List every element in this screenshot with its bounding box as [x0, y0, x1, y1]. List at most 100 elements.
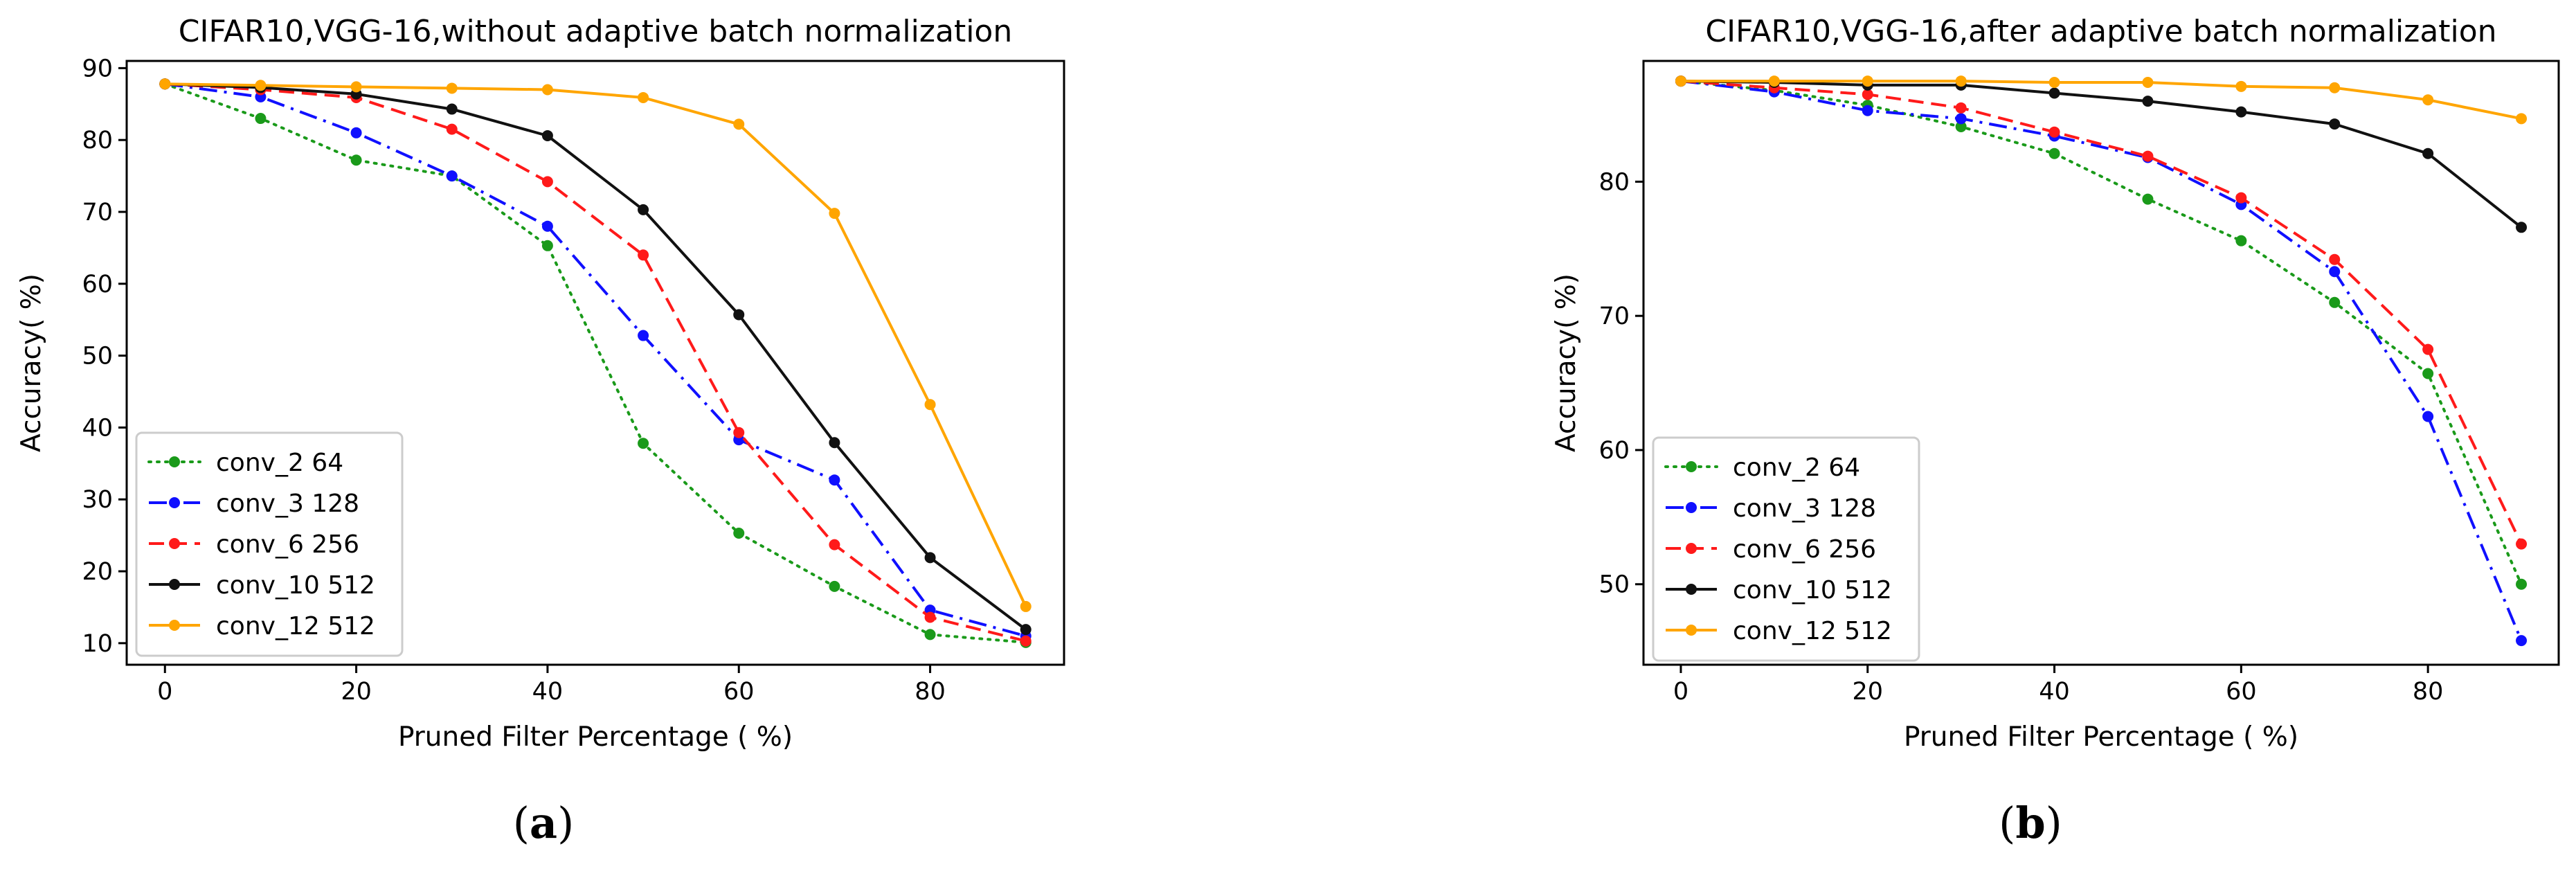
- legend-label: conv_6 256: [1733, 535, 1876, 564]
- legend-label: conv_3 128: [1733, 494, 1876, 523]
- data-point: [159, 78, 171, 90]
- data-point: [2516, 538, 2528, 550]
- y-tick-label: 50: [82, 343, 113, 370]
- data-point: [2235, 106, 2247, 118]
- data-point: [2329, 266, 2341, 278]
- x-tick-label: 20: [341, 678, 372, 706]
- legend-swatch-marker: [169, 497, 180, 508]
- data-point: [829, 580, 840, 592]
- legend-swatch-marker: [169, 620, 180, 631]
- legend-item: conv_3 128: [149, 490, 359, 518]
- panel-label: (b): [1999, 798, 2062, 848]
- data-point: [446, 123, 458, 135]
- legend-box: [1652, 436, 1920, 662]
- data-point: [255, 113, 267, 125]
- legend-swatch-marker: [1686, 543, 1697, 554]
- data-point: [446, 82, 458, 94]
- legend-swatch-marker: [169, 538, 180, 549]
- x-axis-label: Pruned Filter Percentage ( %): [398, 722, 793, 753]
- data-point: [1862, 89, 1873, 100]
- legend-item: conv_6 256: [1666, 535, 1876, 564]
- data-point: [733, 118, 745, 130]
- legend-item: conv_2 64: [1664, 454, 1860, 482]
- series-conv_10-512: [1675, 75, 2528, 233]
- data-point: [541, 176, 553, 188]
- data-point: [2422, 343, 2434, 355]
- x-tick-label: 40: [2039, 678, 2070, 706]
- data-point: [255, 80, 267, 91]
- data-point: [638, 91, 649, 103]
- data-point: [2422, 147, 2434, 159]
- data-point: [1020, 600, 1032, 612]
- legend-label: conv_12 512: [216, 612, 375, 640]
- data-point: [350, 81, 362, 93]
- data-point: [2516, 113, 2528, 125]
- x-tick-label: 60: [2226, 678, 2257, 706]
- data-point: [446, 103, 458, 115]
- legend-item: conv_2 64: [147, 449, 343, 477]
- data-point: [2516, 222, 2528, 233]
- y-tick-label: 60: [82, 271, 113, 298]
- legend-box: [135, 431, 404, 657]
- x-axis-label: Pruned Filter Percentage ( %): [1904, 722, 2298, 753]
- data-point: [924, 399, 936, 411]
- data-point: [1768, 75, 1780, 87]
- data-point: [1020, 624, 1032, 636]
- chart-b: CIFAR10,VGG-16,after adaptive batch norm…: [1551, 14, 2560, 848]
- data-point: [733, 427, 745, 438]
- data-point: [2329, 296, 2341, 308]
- data-point: [2235, 192, 2247, 204]
- y-tick-label: 40: [82, 414, 113, 442]
- legend-item: conv_10 512: [149, 571, 375, 600]
- data-point: [2142, 77, 2154, 89]
- series-conv_12-512: [1675, 75, 2528, 125]
- y-tick-label: 10: [82, 630, 113, 658]
- data-point: [829, 474, 840, 486]
- legend-swatch-marker: [169, 579, 180, 590]
- data-point: [2142, 193, 2154, 205]
- data-point: [924, 629, 936, 640]
- legend-swatch-marker: [1686, 625, 1697, 636]
- y-tick-label: 20: [82, 558, 113, 586]
- data-point: [1862, 75, 1873, 87]
- data-point: [446, 170, 458, 182]
- data-point: [2235, 235, 2247, 247]
- data-point: [638, 438, 649, 449]
- series-line: [1680, 80, 2523, 641]
- chart-a: CIFAR10,VGG-16,without adaptive batch no…: [16, 14, 1065, 848]
- data-point: [733, 309, 745, 321]
- y-tick-label: 90: [82, 55, 113, 82]
- data-point: [2048, 147, 2060, 159]
- data-point: [1675, 75, 1686, 87]
- legend-swatch-marker: [1686, 502, 1697, 513]
- x-tick-label: 80: [2413, 678, 2444, 706]
- data-point: [2329, 82, 2341, 93]
- series-line: [163, 82, 1027, 644]
- data-point: [2048, 77, 2060, 89]
- data-point: [829, 437, 840, 449]
- y-tick-label: 80: [82, 127, 113, 154]
- data-point: [2048, 126, 2060, 138]
- legend-item: conv_12 512: [1666, 617, 1892, 645]
- series-line: [165, 82, 1027, 607]
- data-point: [1955, 113, 1967, 125]
- data-point: [2142, 96, 2154, 107]
- legend-swatch-marker: [1686, 584, 1697, 595]
- x-tick-label: 40: [532, 678, 564, 706]
- legend: conv_2 64 conv_3 128 conv_6 256 conv_10 512…: [135, 431, 404, 657]
- data-point: [638, 330, 649, 341]
- x-tick-label: 0: [157, 678, 172, 706]
- legend-item: conv_12 512: [149, 612, 375, 640]
- legend-item: conv_10 512: [1666, 576, 1892, 604]
- series-line: [165, 82, 1027, 631]
- data-point: [638, 249, 649, 261]
- data-point: [1955, 102, 1967, 114]
- legend-label: conv_2 64: [1733, 454, 1860, 482]
- data-point: [924, 611, 936, 623]
- data-point: [2422, 368, 2434, 379]
- legend: conv_2 64 conv_3 128 conv_6 256 conv_10 512…: [1652, 436, 1920, 662]
- legend-item: conv_3 128: [1666, 494, 1876, 523]
- data-point: [541, 220, 553, 232]
- y-tick-label: 30: [82, 486, 113, 514]
